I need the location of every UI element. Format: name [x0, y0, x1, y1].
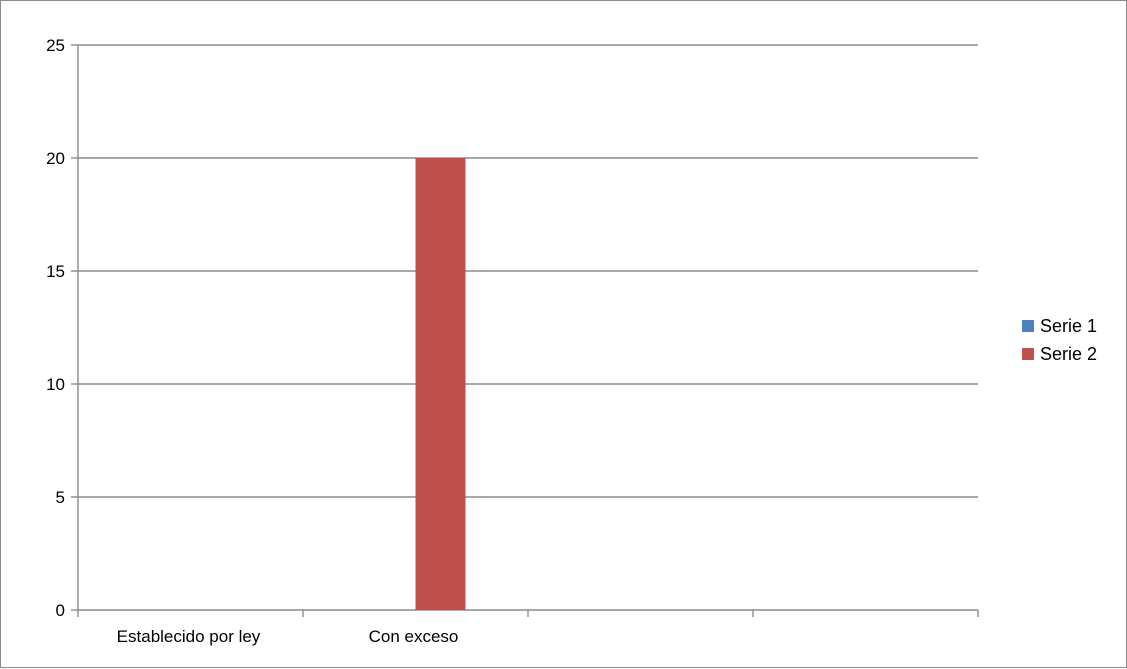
y-tick-label: 20 [46, 149, 65, 168]
y-tick-label: 25 [46, 36, 65, 55]
legend-label-2: Serie 2 [1040, 344, 1097, 364]
axes [71, 45, 978, 617]
y-tick-label: 5 [56, 488, 65, 507]
y-tick-labels: 0 5 10 15 20 25 [46, 36, 65, 620]
x-tick-labels: Establecido por ley Con exceso [117, 627, 459, 646]
x-tick-label: Establecido por ley [117, 627, 261, 646]
legend: Serie 1 Serie 2 [1022, 316, 1097, 364]
legend-swatch-2 [1022, 348, 1034, 360]
legend-swatch-1 [1022, 320, 1034, 332]
y-tick-label: 0 [56, 601, 65, 620]
bar-2-2 [416, 158, 466, 610]
x-tick-label: Con exceso [369, 627, 459, 646]
y-tick-label: 10 [46, 375, 65, 394]
gridlines [78, 45, 978, 497]
bars [416, 158, 466, 610]
legend-label-1: Serie 1 [1040, 316, 1097, 336]
y-tick-label: 15 [46, 262, 65, 281]
